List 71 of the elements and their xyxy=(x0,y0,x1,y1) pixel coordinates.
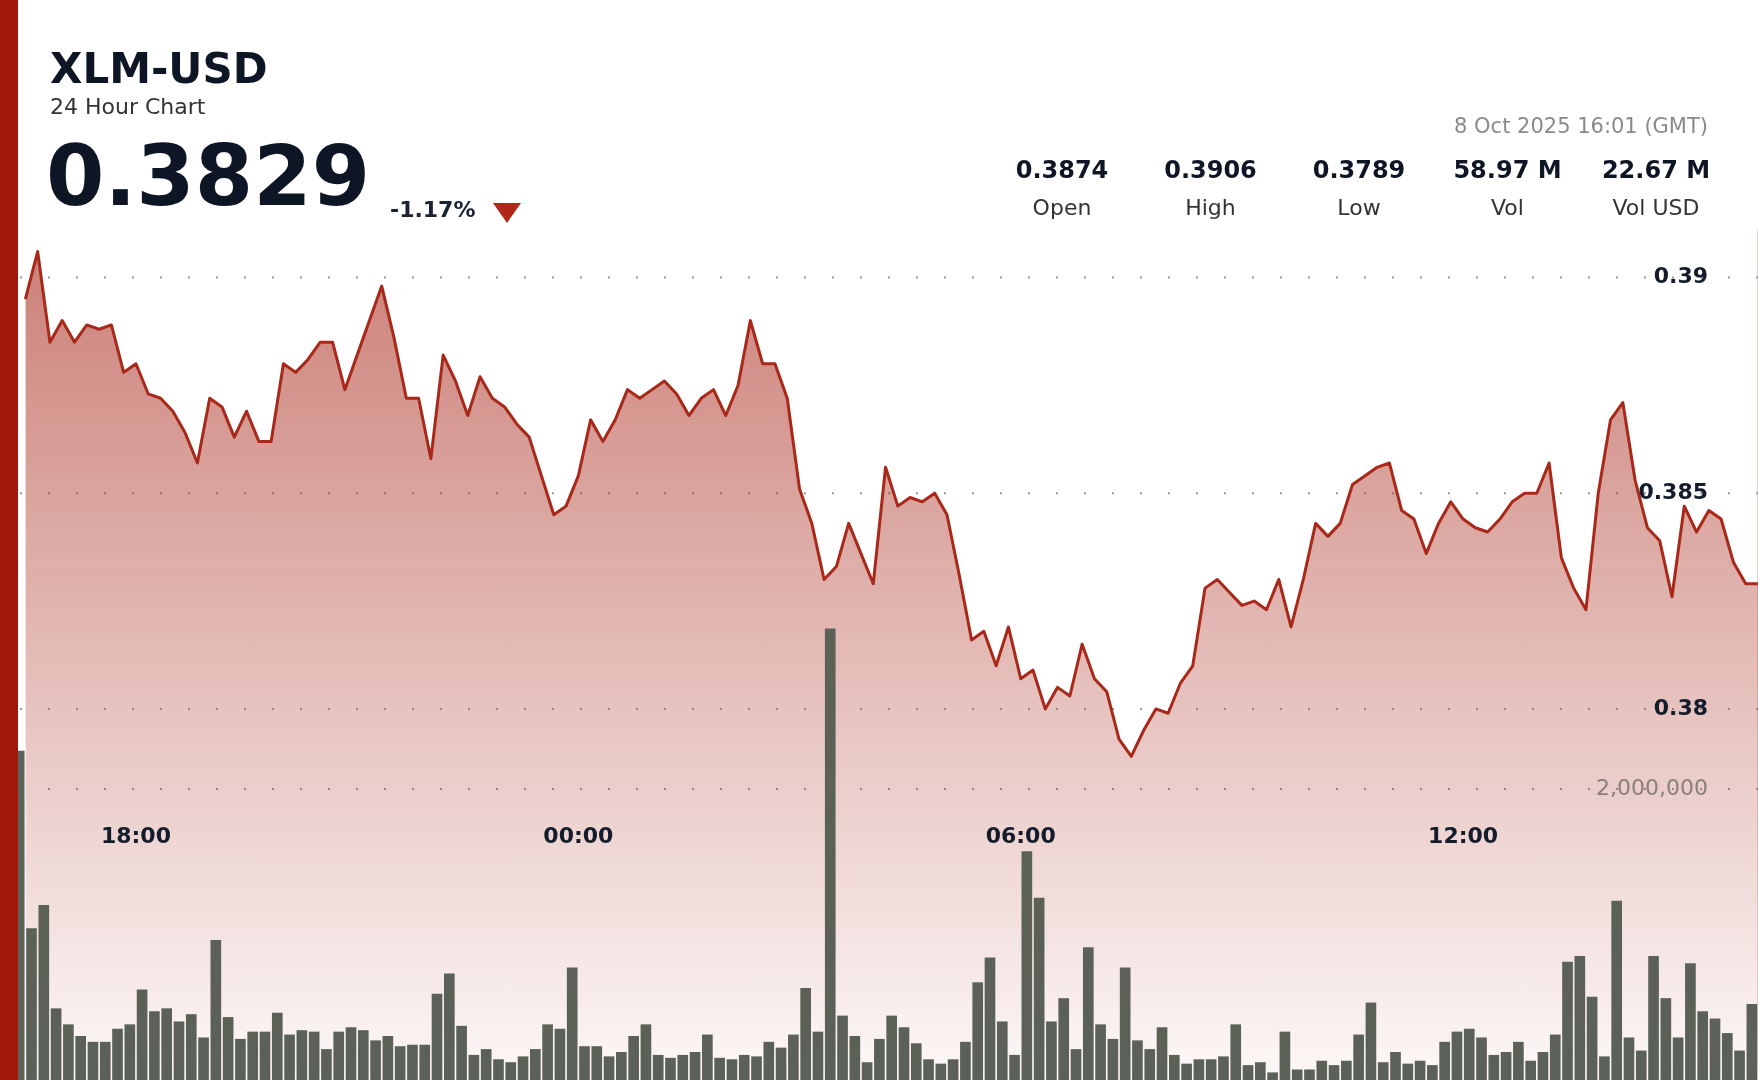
bar xyxy=(1365,1002,1377,1080)
bar xyxy=(468,1054,480,1080)
bar xyxy=(1623,1037,1635,1080)
bar xyxy=(1021,851,1033,1080)
x-tick-label: 18:00 xyxy=(100,822,171,848)
bar xyxy=(1746,1003,1758,1080)
bar xyxy=(1070,1049,1082,1080)
text: Vol USD xyxy=(1611,195,1701,220)
bar xyxy=(1672,1037,1684,1080)
bar xyxy=(1414,1060,1426,1080)
bar xyxy=(50,1008,62,1080)
text: 0.3874 xyxy=(1014,156,1110,184)
bar xyxy=(1328,1065,1340,1080)
bar xyxy=(173,1021,185,1080)
bar xyxy=(431,993,443,1080)
bar xyxy=(1537,1052,1549,1080)
bar xyxy=(812,1031,824,1080)
bar xyxy=(689,1052,701,1080)
bar xyxy=(554,1028,566,1080)
y-tick-label: 0.385 xyxy=(1638,478,1708,504)
bar xyxy=(222,1017,234,1080)
bar xyxy=(603,1056,615,1080)
bar xyxy=(136,989,148,1080)
bar xyxy=(296,1030,308,1080)
bar xyxy=(861,1062,873,1080)
x-tick-label: 00:00 xyxy=(543,822,614,848)
bar xyxy=(898,1027,910,1080)
bar xyxy=(210,939,222,1080)
text: 8 Oct 2025 16:01 (GMT) xyxy=(1454,114,1708,138)
bar xyxy=(935,1063,947,1080)
text: Open xyxy=(1031,195,1093,220)
bar xyxy=(517,1056,529,1080)
chart-title: XLM-USD xyxy=(50,44,268,93)
text: -1.17% xyxy=(390,197,476,222)
bar xyxy=(1660,998,1672,1080)
bar xyxy=(1193,1059,1205,1080)
bar xyxy=(394,1046,406,1080)
bar xyxy=(947,1059,959,1080)
text: 0.3789 xyxy=(1311,156,1407,184)
bar xyxy=(984,957,996,1080)
y-tick-label: 0.39 xyxy=(1653,263,1708,289)
bar xyxy=(1586,996,1598,1080)
bar xyxy=(1242,1065,1254,1080)
text: Vol xyxy=(1490,195,1525,220)
y2-tick-label: 2,000,000 xyxy=(1596,774,1708,800)
bar xyxy=(1033,897,1045,1080)
bar xyxy=(308,1031,320,1080)
bar xyxy=(640,1024,652,1080)
bar xyxy=(382,1036,394,1080)
x-tick-label: 12:00 xyxy=(1428,822,1499,848)
bar xyxy=(87,1041,99,1080)
text: 58.97 M xyxy=(1452,156,1563,184)
bar xyxy=(1119,967,1131,1080)
bar xyxy=(1279,1031,1291,1080)
bar xyxy=(726,1059,738,1080)
text: High xyxy=(1184,195,1237,220)
bar xyxy=(1500,1052,1512,1080)
chart-subtitle: 24 Hour Chart xyxy=(50,94,206,119)
text: Low xyxy=(1336,195,1382,220)
bar xyxy=(1156,1027,1168,1080)
text: 0.3906 xyxy=(1163,156,1258,184)
bar xyxy=(1709,1018,1721,1080)
bar xyxy=(775,1047,787,1080)
text: 0.3829 xyxy=(46,127,371,225)
bar xyxy=(1451,1031,1463,1080)
y-tick-label: 0.38 xyxy=(1653,694,1708,720)
bar xyxy=(259,1031,271,1080)
x-tick-label: 06:00 xyxy=(985,822,1056,848)
text: 22.67 M xyxy=(1600,156,1712,184)
bar xyxy=(1107,1038,1119,1080)
bar xyxy=(345,1027,357,1080)
